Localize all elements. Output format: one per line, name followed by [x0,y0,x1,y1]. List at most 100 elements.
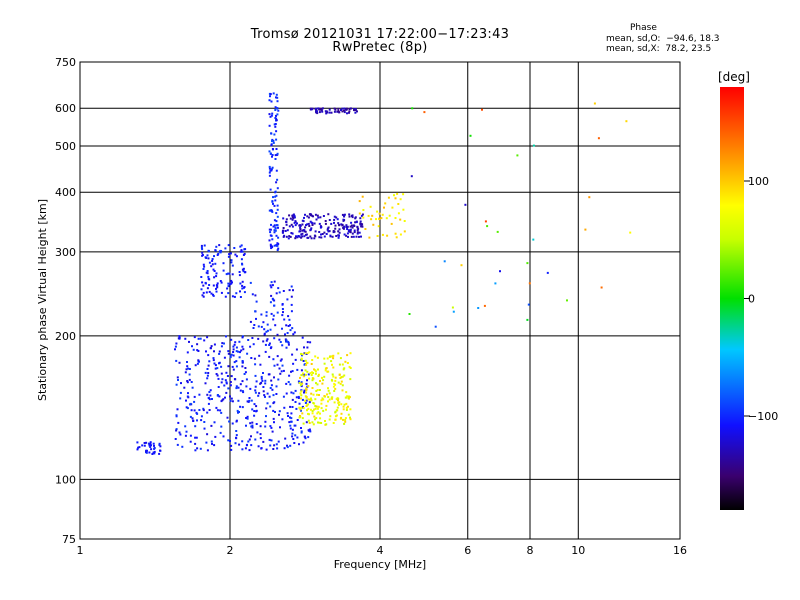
data-point [270,379,273,382]
data-point [235,346,238,349]
data-point [257,325,260,328]
data-point [349,378,352,381]
data-point [307,429,310,432]
data-point [253,324,256,326]
data-point [205,350,207,353]
data-point [330,111,333,114]
data-point [346,405,349,408]
data-point [346,354,349,357]
data-point [319,226,322,229]
data-point [179,391,182,394]
data-point [368,236,371,239]
data-point [338,403,340,406]
data-point [301,232,304,235]
data-point [270,114,273,117]
data-point [292,362,295,365]
data-point [291,327,294,330]
data-point [259,363,262,366]
data-point [271,284,274,287]
data-point [242,270,245,273]
data-point [242,254,245,256]
data-point [294,220,297,223]
data-point [303,216,305,219]
data-point [277,247,280,250]
data-point [206,411,209,414]
data-point [288,421,291,424]
data-point [241,250,244,253]
data-point [266,402,269,405]
data-point [213,343,216,346]
data-point [303,363,306,366]
data-point [272,417,275,420]
data-point [291,370,294,373]
data-point [625,120,628,123]
data-point [304,401,307,404]
data-point [276,187,279,190]
data-point [279,372,282,375]
data-point [360,225,363,228]
data-point [343,107,346,110]
data-point [316,412,319,415]
data-point [175,383,178,386]
data-point [324,220,327,222]
data-point [301,417,304,420]
data-point [349,418,352,421]
data-point [316,389,319,391]
data-point [269,188,272,191]
data-point [294,401,297,403]
data-point [264,420,267,423]
data-point [276,244,279,247]
data-point [285,220,288,223]
x-axis-ticks: 1 2 4 6 8 10 16 [77,544,688,557]
data-point [151,453,154,455]
data-point [271,430,274,433]
data-point [354,109,357,112]
data-point [314,230,317,233]
data-point [477,307,480,309]
data-point [241,287,244,290]
data-point [584,228,587,231]
data-point [205,441,208,444]
data-point [243,373,246,375]
data-point [275,181,278,184]
data-point [291,435,294,438]
data-point [220,381,223,384]
data-point [216,394,219,396]
data-point [211,258,214,260]
data-point [344,417,347,420]
data-point [189,434,192,437]
data-point [201,251,204,254]
data-point [275,114,277,117]
data-point [273,304,276,307]
data-point [270,223,272,226]
data-point [270,169,273,172]
data-point [282,235,285,238]
data-point [305,391,308,394]
data-point [300,357,303,360]
data-point [194,436,197,439]
data-point [219,251,222,254]
data-point [277,236,280,239]
data-point [269,387,272,389]
data-point [192,348,195,351]
data-point [271,148,274,150]
data-point [183,386,186,389]
data-point [345,402,348,405]
data-point [215,275,218,278]
data-point [208,391,211,393]
data-point [146,449,148,452]
data-point [481,108,483,111]
data-point [255,410,258,413]
data-point [272,358,275,361]
data-point [302,441,305,444]
data-point [294,434,297,437]
data-point [227,282,230,285]
data-point [255,300,258,303]
data-point [252,343,255,346]
data-point [270,312,273,315]
data-point [335,398,338,401]
data-point [629,231,632,234]
data-point [399,198,402,201]
data-point [291,406,294,408]
data-point [272,139,275,142]
